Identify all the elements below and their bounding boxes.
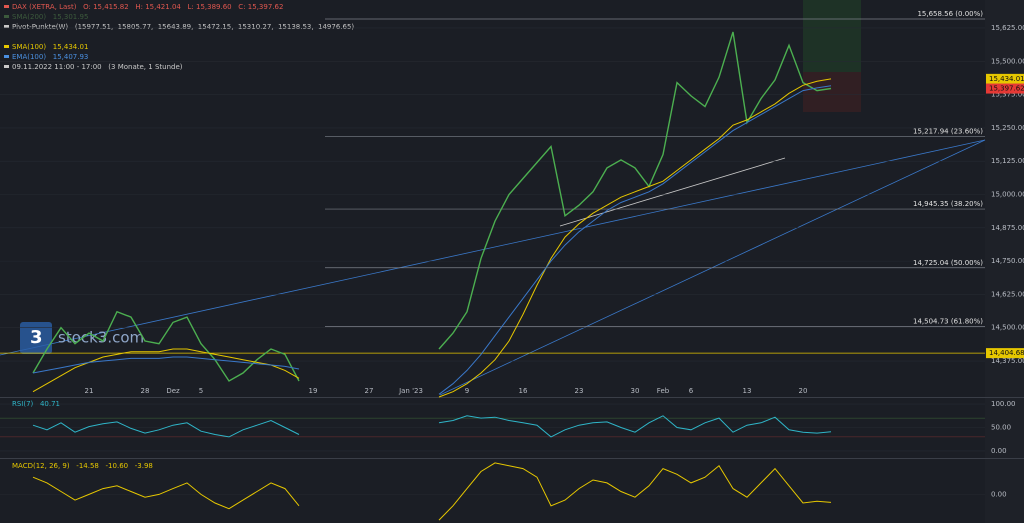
x-tick-label: Feb — [657, 387, 670, 395]
trend-line — [0, 139, 986, 356]
trend-line — [559, 157, 786, 227]
logo-glyph: 3 — [30, 327, 43, 348]
price-tag — [986, 348, 1024, 359]
y-tick-label: 14,500.00 — [991, 324, 1024, 332]
price-tag — [986, 73, 1024, 84]
panel-title: RSI(7) 40.71 — [12, 400, 60, 408]
legend-text: SMA(100) 15,434.01 — [12, 43, 88, 51]
y-tick-label: 50.00 — [991, 424, 1011, 432]
series-line — [32, 415, 832, 438]
x-tick-label: 21 — [85, 387, 94, 395]
fib-label: 14,504.73 (61.80%) — [913, 317, 983, 325]
x-tick-label: 16 — [519, 387, 528, 395]
y-tick-label: 15,000.00 — [991, 191, 1024, 199]
legend-text: Pivot-Punkte(W) (15977.51, 15805.77, 156… — [12, 23, 354, 31]
y-tick-label: 14,875.00 — [991, 224, 1024, 232]
legend-swatch — [4, 55, 9, 58]
legend-text: EMA(100) 15,407.93 — [12, 53, 88, 61]
y-tick-label: 15,125.00 — [991, 157, 1024, 165]
y-tick-label: 14,750.00 — [991, 257, 1024, 265]
y-tick-label: 100.00 — [991, 400, 1016, 408]
x-tick-label: 23 — [575, 387, 584, 395]
position-box — [803, 0, 861, 72]
y-tick-label: 14,375.00 — [991, 357, 1024, 365]
fib-label: 14,945.35 (38.20%) — [913, 200, 983, 208]
panel-title: MACD(12, 26, 9) -14.58 -10.60 -3.98 — [12, 462, 153, 470]
legend-swatch — [4, 45, 9, 48]
x-tick-label: 9 — [465, 387, 469, 395]
y-tick-label: 15,375.00 — [991, 91, 1024, 99]
price-tag — [986, 83, 1024, 94]
logo — [20, 322, 52, 354]
price-tag-label: 15,434.01 — [989, 75, 1024, 83]
legend-text: DAX (XETRA, Last) O: 15,415.82 H: 15,421… — [12, 3, 283, 11]
x-tick-label: 6 — [689, 387, 694, 395]
x-tick-label: 20 — [799, 387, 808, 395]
x-tick-label: 30 — [631, 387, 640, 395]
x-tick-label: 13 — [743, 387, 752, 395]
x-tick-label: 5 — [199, 387, 203, 395]
watermark: stock3.com — [58, 329, 144, 347]
legend-swatch — [4, 15, 9, 18]
legend-swatch — [4, 25, 9, 28]
y-tick-label: 15,625.00 — [991, 24, 1024, 32]
x-tick-label: Jan '23 — [398, 387, 423, 395]
y-tick-label: 0.00 — [991, 447, 1007, 455]
y-tick-label: 15,500.00 — [991, 57, 1024, 65]
legend-text: 09.11.2022 11:00 - 17:00 (3 Monate, 1 St… — [12, 63, 183, 71]
position-box — [803, 72, 861, 112]
y-tick-label: 15,250.00 — [991, 124, 1024, 132]
series-line — [32, 462, 832, 521]
fib-label: 15,658.56 (0.00%) — [917, 10, 983, 18]
price-tag-label: 14,404.68 — [989, 349, 1024, 357]
fib-label: 15,217.94 (23.60%) — [913, 127, 983, 135]
legend-text: SMA(200) 15,301.95 — [12, 13, 88, 21]
legend-swatch — [4, 5, 9, 8]
y-tick-label: 14,625.00 — [991, 290, 1024, 298]
series-line — [32, 78, 832, 398]
x-tick-label: 28 — [141, 387, 150, 395]
x-tick-label: Dez — [166, 387, 180, 395]
legend-swatch — [4, 65, 9, 68]
x-tick-label: 27 — [365, 387, 374, 395]
y-tick-label: 0.00 — [991, 490, 1007, 498]
x-tick-label: 19 — [309, 387, 318, 395]
fib-label: 14,725.04 (50.00%) — [913, 259, 983, 267]
price-tag-label: 15,397.62 — [989, 85, 1024, 93]
series-line — [32, 85, 832, 395]
